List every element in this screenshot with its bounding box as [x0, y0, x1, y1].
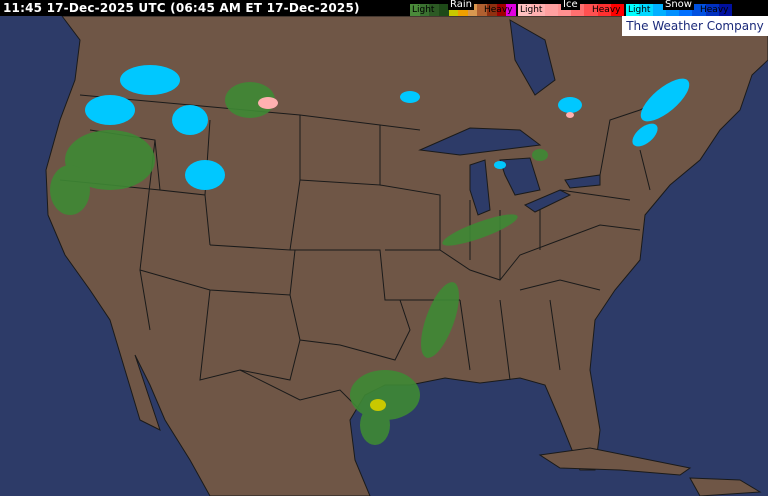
legend-snow-swatch	[692, 4, 706, 16]
legend-rain-swatch	[506, 4, 517, 16]
legend-ice-swatch	[531, 4, 545, 16]
legend-snow-swatch	[639, 4, 653, 16]
lake-superior	[418, 127, 542, 156]
lake-huron	[499, 157, 541, 196]
legend-rain-swatch	[419, 4, 430, 16]
legend-ice-heavy: Heavy	[592, 5, 621, 15]
lake-nipigon-area	[509, 19, 556, 96]
legend-rain-swatch	[458, 4, 468, 16]
legend-rain-light: Light	[412, 5, 435, 15]
legend-ice-swatch	[584, 4, 598, 16]
legend-ice	[518, 4, 624, 16]
legend-ice-swatch	[610, 4, 624, 16]
legend-ice-swatch	[597, 4, 611, 16]
legend-rain	[410, 4, 517, 16]
legend-snow-swatch	[705, 4, 719, 16]
legend-ice-swatch	[544, 4, 558, 16]
legend-rain-swatch	[448, 4, 459, 16]
precipitation	[50, 65, 690, 445]
legend-rain-swatch	[429, 4, 439, 16]
legend-ice-light: Light	[520, 5, 543, 15]
legend-rain-swatch	[410, 4, 420, 16]
legend-ice-title: Ice	[561, 0, 580, 10]
header-bar: 11:45 17-Dec-2025 UTC (06:45 AM ET 17-De…	[0, 0, 768, 16]
lake-erie	[523, 189, 572, 213]
lakes	[418, 19, 601, 216]
legend-snow-title: Snow	[663, 0, 694, 10]
legend-snow-heavy: Heavy	[700, 5, 729, 15]
legend-snow-light: Light	[628, 5, 651, 15]
legend-rain-swatch	[487, 4, 497, 16]
legend-rain-swatch	[438, 4, 449, 16]
lake-ontario	[564, 174, 601, 189]
legend-snow-swatch	[718, 4, 732, 16]
legend-rain-title: Rain	[448, 0, 474, 10]
lake-michigan	[469, 159, 491, 216]
legend-rain-swatch	[467, 4, 478, 16]
legend-rain-swatch	[496, 4, 507, 16]
legend-rain-swatch	[477, 4, 488, 16]
weather-company-logo: The Weather Company	[622, 16, 768, 36]
legend-ice-swatch	[518, 4, 532, 16]
legend-snow-swatch	[652, 4, 666, 16]
timestamp: 11:45 17-Dec-2025 UTC (06:45 AM ET 17-De…	[3, 1, 360, 15]
legend-rain-heavy: Heavy	[484, 5, 513, 15]
legend-snow-swatch	[626, 4, 640, 16]
